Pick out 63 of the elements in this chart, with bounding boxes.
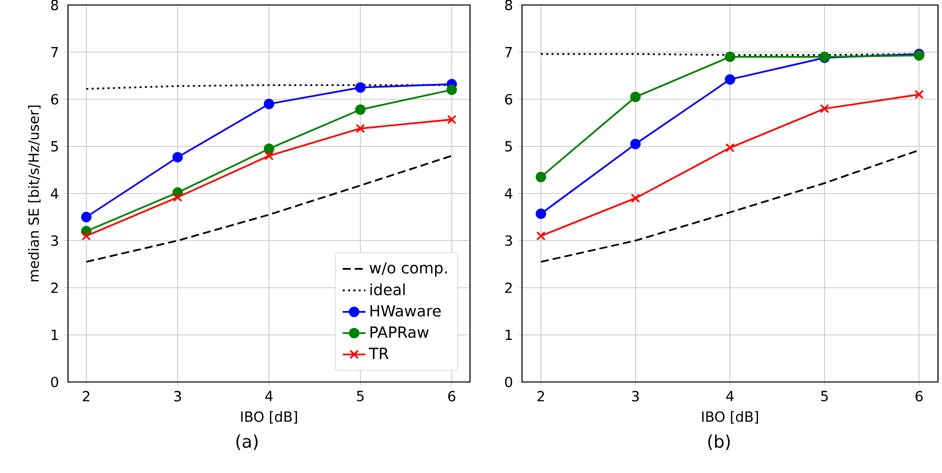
legend-label: ideal: [370, 283, 405, 296]
y-tick-label: 4: [504, 188, 512, 199]
point: [630, 194, 640, 203]
y-tick-label: 0: [505, 376, 512, 388]
line-series: [540, 149, 920, 263]
y-tick-label: 5: [51, 141, 58, 152]
point: [725, 143, 735, 152]
y-tick-label: 1: [52, 330, 58, 340]
legend-label: TR: [368, 348, 389, 359]
point: [172, 152, 183, 162]
point: [447, 114, 456, 124]
x-tick-label: 4: [265, 390, 273, 402]
y-tick-label: 8: [505, 0, 512, 10]
x-tick-label: 3: [632, 390, 639, 402]
point: [81, 212, 92, 222]
text: (b): [708, 434, 730, 450]
x-tick-label: 5: [357, 390, 364, 402]
point: [446, 84, 457, 96]
point: [914, 90, 924, 100]
point: [536, 208, 546, 220]
y-tick-label: 7: [505, 47, 512, 58]
legend-label: PAPRaw: [370, 326, 429, 338]
y-tick-label: 2: [505, 282, 512, 293]
y-tick-label: 6: [51, 94, 58, 105]
x-axis-title: IBO [dB]: [702, 411, 758, 424]
x-tick-label: 3: [174, 390, 181, 402]
y-tick-label: 4: [50, 188, 58, 199]
legend-label: w/o comp.: [370, 262, 447, 277]
legend-label: HWaware: [370, 305, 441, 317]
y-tick-label: 8: [51, 0, 58, 10]
x-tick-label: 2: [82, 390, 90, 402]
y-tick-label: 0: [51, 376, 58, 388]
point: [173, 192, 182, 202]
point: [820, 104, 830, 114]
point: [536, 231, 546, 241]
y-tick-label: 2: [51, 282, 58, 293]
y-tick-label: 1: [506, 330, 512, 340]
x-tick-label: 5: [821, 390, 828, 402]
line-series: [85, 154, 453, 263]
point: [264, 98, 274, 110]
point: [82, 231, 91, 241]
y-tick-label: 5: [505, 141, 512, 152]
y-tick-label: 7: [51, 47, 58, 58]
point: [264, 151, 274, 160]
y-tick-label: 3: [51, 235, 58, 246]
x-axis-title: IBO [dB]: [241, 411, 297, 424]
point: [630, 92, 641, 102]
y-tick-label: 3: [505, 235, 512, 246]
point: [355, 104, 366, 115]
y-axis-title: median SE [bit/s/Hz/user]: [28, 106, 41, 282]
point: [630, 138, 641, 150]
y-tick-label: 6: [505, 94, 512, 105]
point: [724, 52, 736, 62]
point: [264, 143, 274, 154]
x-tick-label: 6: [916, 390, 923, 402]
point: [356, 124, 366, 134]
point: [724, 74, 736, 85]
x-tick-label: 4: [726, 390, 734, 402]
x-tick-label: 6: [448, 390, 456, 402]
x-tick-label: 2: [537, 390, 544, 402]
point: [355, 82, 366, 93]
text: (a): [236, 434, 258, 450]
point: [536, 172, 546, 182]
